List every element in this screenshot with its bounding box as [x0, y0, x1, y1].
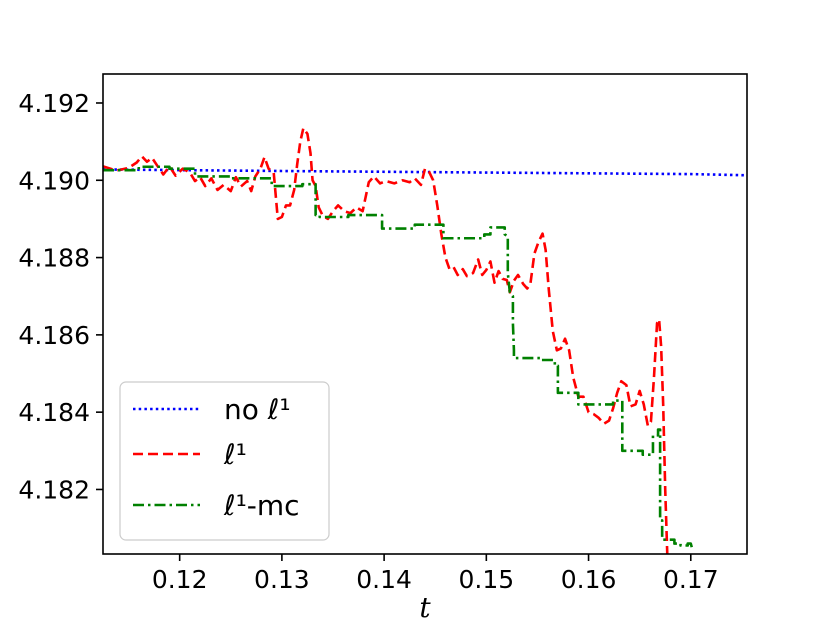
x-axis: 0.12 0.13 0.14 0.15 0.16 0.17 — [152, 554, 719, 594]
y-axis: 4.182 4.184 4.186 4.188 4.190 4.192 — [18, 89, 103, 504]
series-line-3 — [103, 165, 694, 548]
series-line-1 — [103, 168, 747, 177]
x-tick-label: 0.13 — [254, 565, 310, 594]
series-layer — [103, 126, 747, 554]
y-tick-label: 4.184 — [18, 398, 90, 427]
x-tick-label: 0.14 — [356, 565, 412, 594]
y-tick-label: 4.186 — [18, 321, 90, 350]
y-tick-label: 4.182 — [18, 475, 90, 504]
legend-label-2: ℓ¹ — [223, 438, 247, 471]
y-tick-label: 4.192 — [18, 89, 90, 118]
legend-box — [119, 381, 330, 541]
x-tick-label: 0.12 — [152, 565, 208, 594]
x-tick-label: 0.15 — [458, 565, 514, 594]
legend: no ℓ¹ ℓ¹ ℓ¹-mc — [119, 381, 330, 541]
plot-frame — [102, 73, 748, 555]
x-tick-label: 0.17 — [663, 565, 719, 594]
legend-label-3: ℓ¹-mc — [223, 489, 300, 522]
legend-label-1: no ℓ¹ — [224, 393, 291, 426]
x-axis-label: t — [419, 591, 431, 623]
series-line-2 — [103, 126, 669, 554]
x-tick-label: 0.16 — [561, 565, 617, 594]
y-tick-label: 4.190 — [18, 166, 90, 195]
y-tick-label: 4.188 — [18, 244, 90, 273]
